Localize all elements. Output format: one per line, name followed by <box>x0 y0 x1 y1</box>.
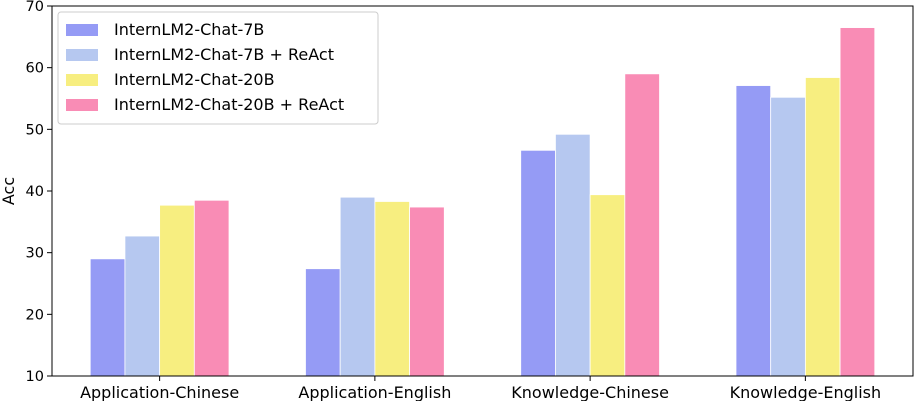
bar-3-2 <box>555 133 591 377</box>
x-tick-label: Application-Chinese <box>80 383 239 401</box>
bar-3-4 <box>624 73 660 377</box>
bars-layer <box>89 27 876 377</box>
x-axis: Application-Chinese Application-English Kn… <box>80 376 881 401</box>
plot-frame <box>51 5 914 377</box>
x-tick-label: Knowledge-English <box>730 383 882 401</box>
bar-4-4 <box>839 27 876 377</box>
x-tick-label: Knowledge-Chinese <box>511 383 669 401</box>
y-axis: 10 20 30 40 50 60 70 <box>26 0 52 385</box>
bar-2-3 <box>374 201 410 377</box>
bar-3-1 <box>520 149 556 377</box>
y-tick-label: 10 <box>26 369 44 385</box>
bar-3-3 <box>589 194 626 377</box>
y-tick-label: 50 <box>26 122 44 138</box>
legend-box <box>57 11 379 125</box>
bar-1-2 <box>124 235 161 377</box>
y-tick-label: 20 <box>26 307 44 323</box>
legend-label-1: InternLM2-Chat-7B <box>114 20 264 39</box>
bar-4-3 <box>804 77 841 377</box>
bar-1-1 <box>89 258 126 377</box>
legend-label-2: InternLM2-Chat-7B + ReAct <box>114 45 334 64</box>
y-tick-label: 70 <box>26 0 44 15</box>
y-tick-label: 30 <box>26 246 44 262</box>
legend-swatch-3 <box>66 74 98 86</box>
bar-1-3 <box>159 204 195 377</box>
legend-swatch-2 <box>66 49 98 61</box>
x-tick-label: Application-English <box>298 383 451 401</box>
y-axis-title: Acc <box>0 177 18 205</box>
bar-1-4 <box>193 199 230 377</box>
bar-2-2 <box>339 196 376 377</box>
bar-2-4 <box>409 206 445 377</box>
legend-label-4: InternLM2-Chat-20B + ReAct <box>114 95 344 114</box>
legend: InternLM2-Chat-7B InternLM2-Chat-7B + ReA… <box>57 11 379 125</box>
bar-4-2 <box>770 96 806 377</box>
legend-label-3: InternLM2-Chat-20B <box>114 70 275 89</box>
y-tick-label: 60 <box>26 61 44 77</box>
bar-2-1 <box>305 268 341 377</box>
y-tick-label: 40 <box>26 184 44 200</box>
bar-4-1 <box>735 85 772 377</box>
legend-swatch-4 <box>66 99 98 111</box>
legend-swatch-1 <box>66 24 98 36</box>
